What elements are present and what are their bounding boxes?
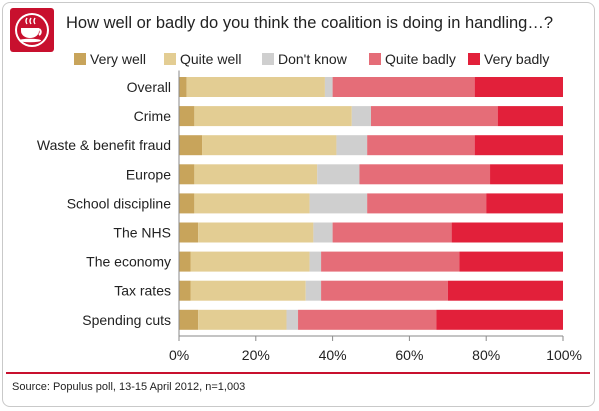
bar-segment [459, 251, 563, 272]
category-label: School discipline [67, 195, 171, 211]
category-label: Waste & benefit fraud [37, 137, 171, 153]
bar-segment [309, 193, 368, 214]
bar-segment [286, 309, 299, 330]
bar-segment [490, 164, 563, 185]
bar-segment [190, 280, 306, 301]
legend-swatch [262, 53, 274, 65]
x-tick-label: 80% [472, 347, 500, 363]
teacup-logo-icon [10, 8, 54, 52]
chart-title: How well or badly do you think the coali… [66, 14, 554, 32]
bar-segment [179, 309, 199, 330]
category-label: Crime [134, 108, 172, 124]
bar-segment [179, 280, 191, 301]
bar-segment [486, 193, 563, 214]
bar-segment [351, 106, 371, 127]
legend-swatch [369, 53, 381, 65]
bar-segment [447, 280, 563, 301]
bar-segment [194, 193, 310, 214]
category-label: Spending cuts [82, 312, 171, 328]
bar-segment [179, 135, 203, 156]
bar-segment [332, 222, 452, 243]
x-tick-label: 60% [395, 347, 423, 363]
bar-segment [179, 193, 195, 214]
category-label: Tax rates [114, 283, 171, 299]
category-label: Europe [126, 166, 171, 182]
bar-segment [198, 222, 314, 243]
bar-segment [332, 77, 475, 97]
category-label: Overall [127, 79, 171, 95]
legend-swatch [468, 53, 480, 65]
x-tick-label: 20% [242, 347, 270, 363]
x-tick-label: 0% [169, 347, 189, 363]
bar-segment [321, 280, 448, 301]
legend-label: Quite badly [385, 51, 456, 67]
bar-segment [202, 135, 337, 156]
bar-segment [474, 135, 563, 156]
bar-segment [313, 222, 333, 243]
bar-segment [324, 77, 333, 97]
bar-segment [317, 164, 360, 185]
x-tick-label: 100% [546, 347, 582, 363]
bar-segment [194, 164, 318, 185]
bar-segment [371, 106, 498, 127]
legend-label: Very well [90, 51, 146, 67]
legend-label: Don't know [278, 51, 348, 67]
bar-segment [436, 309, 563, 330]
category-label: The NHS [113, 225, 171, 241]
bar-segment [367, 135, 475, 156]
bar-segment [179, 251, 191, 272]
bar-segment [451, 222, 563, 243]
bar-segment [298, 309, 437, 330]
bar-segment [305, 280, 322, 301]
source-note: Source: Populus poll, 13-15 April 2012, … [12, 381, 246, 393]
bar-segment [198, 309, 287, 330]
bar-segment [179, 106, 195, 127]
bar-segment [186, 77, 325, 97]
legend-label: Quite well [180, 51, 241, 67]
legend-label: Very badly [484, 51, 549, 67]
legend-swatch [164, 53, 176, 65]
category-label: The economy [86, 254, 171, 270]
bar-segment [359, 164, 491, 185]
bar-segment [321, 251, 460, 272]
bar-segment [336, 135, 368, 156]
bar-segment [190, 251, 310, 272]
source-divider [6, 372, 590, 374]
bar-segment [309, 251, 322, 272]
bar-segment [179, 77, 187, 97]
bar-segment [179, 222, 199, 243]
bar-segment [497, 106, 563, 127]
x-tick-label: 40% [319, 347, 347, 363]
bar-segment [179, 164, 195, 185]
bar-segment [194, 106, 352, 127]
bar-segment [367, 193, 487, 214]
bar-segment [474, 77, 563, 97]
legend-swatch [74, 53, 86, 65]
